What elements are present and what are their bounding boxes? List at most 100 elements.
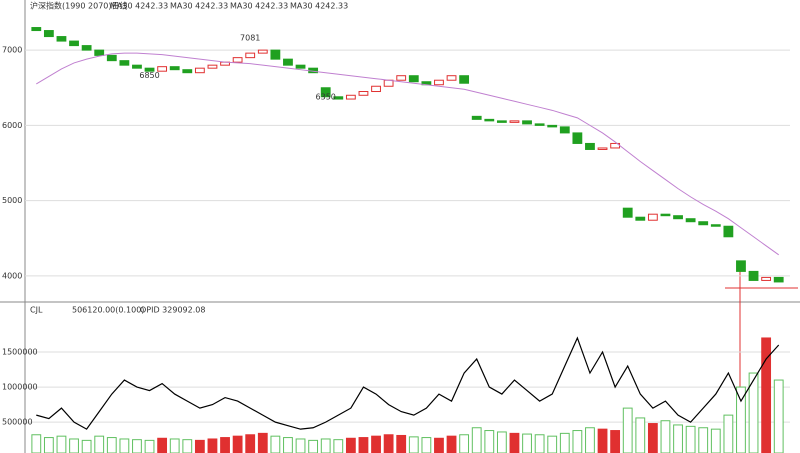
- candle: [559, 126, 570, 134]
- volume-bar: [421, 437, 432, 453]
- candle: [647, 213, 658, 221]
- y-tick-label: 1500000: [2, 347, 38, 356]
- volume-bar: [257, 432, 268, 453]
- y-tick-label: 4000: [2, 271, 22, 280]
- volume-bar: [408, 436, 419, 453]
- ma-line: [36, 52, 779, 256]
- volume-bar: [710, 428, 721, 453]
- candle: [459, 75, 470, 84]
- volume-bar: [597, 428, 608, 453]
- candle: [345, 94, 356, 100]
- candle: [295, 64, 306, 69]
- volume-bar: [371, 435, 381, 453]
- candle: [635, 216, 646, 221]
- candle: [547, 124, 558, 128]
- volume-bar: [220, 437, 230, 453]
- volume-bar: [345, 437, 356, 453]
- y-tick-label: 5000: [2, 196, 22, 205]
- candle: [81, 45, 92, 51]
- volume-bar: [698, 427, 709, 453]
- volume-bar: [283, 437, 293, 453]
- candle: [283, 58, 293, 66]
- candle: [94, 49, 105, 56]
- candle: [761, 276, 772, 281]
- volume-bar: [308, 439, 319, 453]
- candle: [358, 91, 369, 96]
- volume-bar: [572, 430, 583, 453]
- candle: [333, 96, 344, 100]
- volume-bar: [295, 438, 306, 453]
- candle: [496, 120, 507, 123]
- volume-bar: [534, 434, 545, 453]
- volume-bar: [157, 437, 168, 453]
- candle: [434, 79, 444, 86]
- candle: [597, 147, 608, 150]
- volume-bar: [434, 437, 444, 453]
- volume-bar: [31, 434, 42, 453]
- volume-bar: [685, 425, 696, 453]
- candle: [132, 64, 142, 69]
- candle: [736, 260, 746, 272]
- volume-bar: [270, 435, 281, 453]
- candle: [207, 64, 218, 69]
- candle: [194, 67, 205, 74]
- candle: [622, 207, 633, 218]
- annotation: 6350: [316, 92, 336, 101]
- volume-bar: [69, 438, 79, 453]
- volume-bar: [169, 438, 180, 453]
- volume-bar: [333, 439, 344, 453]
- candle: [660, 213, 671, 217]
- candle: [585, 142, 595, 150]
- candle: [748, 270, 759, 281]
- volume-bar: [106, 437, 117, 453]
- candle: [157, 66, 168, 72]
- panel-note: OPID 329092.08: [140, 306, 205, 315]
- volume-bar: [585, 427, 595, 453]
- volume-bar: [484, 430, 495, 453]
- volume-bar: [245, 434, 256, 453]
- candle: [408, 75, 419, 83]
- volume-bar: [396, 434, 407, 453]
- indicator: MA30 4242.33: [110, 2, 168, 11]
- indicator: MA30 4242.33: [290, 2, 348, 11]
- volume-bar: [43, 437, 54, 453]
- volume-bar: [522, 433, 532, 453]
- candle: [245, 52, 256, 59]
- candle: [484, 118, 495, 122]
- volume-bar: [773, 379, 784, 453]
- y-tick-label: 6000: [2, 121, 22, 130]
- volume-bar: [610, 430, 621, 453]
- candle: [270, 49, 281, 60]
- volume-bar: [647, 423, 658, 453]
- y-tick-label: 500000: [2, 418, 33, 427]
- candle: [685, 218, 696, 223]
- y-tick-label: 7000: [2, 46, 22, 55]
- candle: [522, 120, 532, 125]
- volume-bar: [622, 407, 633, 453]
- volume-bar: [132, 439, 142, 453]
- panel-title: CJL: [30, 306, 43, 315]
- candle: [383, 79, 394, 87]
- volume-bar: [144, 439, 155, 453]
- volume-bar: [459, 434, 470, 453]
- candle: [723, 225, 734, 238]
- volume-bar: [635, 417, 646, 453]
- volume-bar: [559, 432, 570, 453]
- candle: [56, 36, 67, 42]
- volume-bar: [660, 420, 671, 453]
- volume-bar: [119, 438, 130, 453]
- candle: [119, 60, 130, 66]
- volume-bar: [723, 414, 734, 453]
- candle: [509, 120, 520, 123]
- chart-title: 沪深指数(1990 2070)日线: [30, 1, 128, 11]
- candle: [371, 85, 381, 93]
- volume-bar: [56, 435, 67, 453]
- volume-bar: [207, 438, 218, 453]
- annotation: 7081: [240, 34, 260, 43]
- candle: [257, 49, 268, 54]
- candle: [534, 123, 545, 126]
- candle: [320, 87, 331, 98]
- volume-bar: [182, 439, 193, 453]
- volume-bar: [509, 432, 520, 453]
